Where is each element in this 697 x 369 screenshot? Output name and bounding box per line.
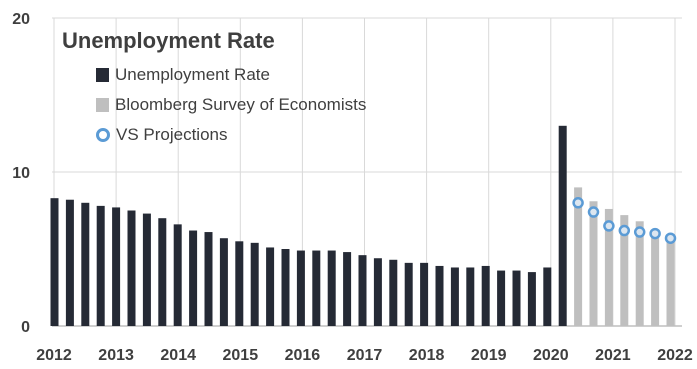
unemployment-bar bbox=[158, 218, 167, 326]
x-axis-tick-labels: 2012 2013 2014 2015 2016 2017 2018 2019 2020 2021… bbox=[36, 347, 693, 364]
unemployment-bar bbox=[250, 242, 259, 326]
legend-swatch-bloomberg bbox=[96, 98, 109, 112]
bloomberg-bar bbox=[635, 221, 644, 326]
x-tick-label: 2022 bbox=[657, 347, 693, 364]
unemployment-bar bbox=[235, 241, 244, 326]
legend-label: Bloomberg Survey of Economists bbox=[115, 95, 367, 114]
projection-point bbox=[664, 232, 677, 244]
unemployment-bar bbox=[373, 258, 382, 326]
y-axis-tick-labels: 0 10 20 bbox=[12, 11, 30, 336]
bloomberg-bar bbox=[574, 187, 583, 326]
bloomberg-bar bbox=[604, 208, 613, 326]
unemployment-bar bbox=[389, 259, 398, 326]
x-tick-label: 2014 bbox=[160, 347, 196, 364]
unemployment-bar bbox=[404, 262, 413, 326]
unemployment-bar bbox=[204, 232, 213, 326]
legend-item-unemployment: Unemployment Rate bbox=[96, 60, 366, 90]
x-tick-label: 2020 bbox=[533, 347, 569, 364]
unemployment-bar bbox=[173, 224, 182, 326]
unemployment-bar bbox=[65, 199, 74, 326]
legend: Unemployment Rate Bloomberg Survey of Ec… bbox=[96, 60, 366, 150]
legend-label: VS Projections bbox=[116, 125, 228, 144]
projection-point bbox=[572, 197, 584, 209]
y-tick-label: 10 bbox=[12, 165, 30, 182]
unemployment-bar bbox=[558, 125, 567, 326]
projection-point bbox=[633, 226, 646, 238]
unemployment-bar bbox=[497, 270, 506, 326]
x-tick-label: 2013 bbox=[98, 347, 134, 364]
unemployment-bar bbox=[142, 213, 151, 326]
projection-point bbox=[649, 227, 661, 240]
unemployment-bar bbox=[296, 250, 305, 326]
unemployment-bar bbox=[543, 267, 552, 326]
projection-point bbox=[587, 206, 600, 218]
legend-item-bloomberg: Bloomberg Survey of Economists bbox=[96, 90, 366, 120]
x-tick-label: 2015 bbox=[223, 347, 259, 364]
legend-swatch-unemployment bbox=[96, 68, 109, 82]
y-tick-label: 20 bbox=[12, 11, 30, 28]
unemployment-bar bbox=[343, 252, 352, 326]
unemployment-bar bbox=[527, 272, 536, 326]
bloomberg-bar bbox=[651, 230, 660, 326]
chart-title: Unemployment Rate bbox=[62, 28, 275, 53]
unemployment-bar bbox=[266, 247, 275, 326]
projection-point bbox=[618, 224, 631, 237]
bloomberg-bar bbox=[620, 215, 629, 326]
x-tick-label: 2019 bbox=[471, 347, 507, 364]
unemployment-bar bbox=[466, 267, 475, 326]
unemployment-bar bbox=[112, 207, 121, 326]
x-tick-label: 2021 bbox=[595, 347, 631, 364]
projection-points bbox=[572, 197, 677, 244]
legend-item-projections: VS Projections bbox=[96, 120, 366, 150]
unemployment-bar bbox=[420, 262, 429, 326]
x-tick-label: 2016 bbox=[285, 347, 321, 364]
y-tick-label: 0 bbox=[21, 319, 30, 336]
unemployment-bar bbox=[127, 210, 136, 326]
unemployment-bar bbox=[435, 265, 444, 326]
unemployment-bar bbox=[81, 202, 90, 326]
unemployment-bar bbox=[189, 230, 198, 326]
bloomberg-bar bbox=[666, 235, 675, 326]
unemployment-bar bbox=[450, 267, 459, 326]
unemployment-bar bbox=[358, 255, 367, 326]
unemployment-bar bbox=[281, 249, 290, 326]
unemployment-bar bbox=[512, 270, 521, 326]
legend-swatch-projections bbox=[96, 128, 110, 142]
bloomberg-bar bbox=[589, 201, 598, 326]
x-tick-label: 2018 bbox=[409, 347, 445, 364]
unemployment-bar bbox=[96, 205, 105, 326]
unemployment-bar bbox=[312, 250, 321, 326]
unemployment-bar bbox=[219, 238, 228, 326]
projection-point bbox=[603, 220, 615, 232]
x-tick-label: 2017 bbox=[347, 347, 383, 364]
unemployment-bar bbox=[327, 250, 336, 326]
unemployment-bar bbox=[481, 265, 490, 326]
legend-label: Unemployment Rate bbox=[115, 65, 270, 84]
unemployment-bar bbox=[50, 198, 59, 326]
x-tick-label: 2012 bbox=[36, 347, 72, 364]
bars bbox=[50, 125, 675, 326]
